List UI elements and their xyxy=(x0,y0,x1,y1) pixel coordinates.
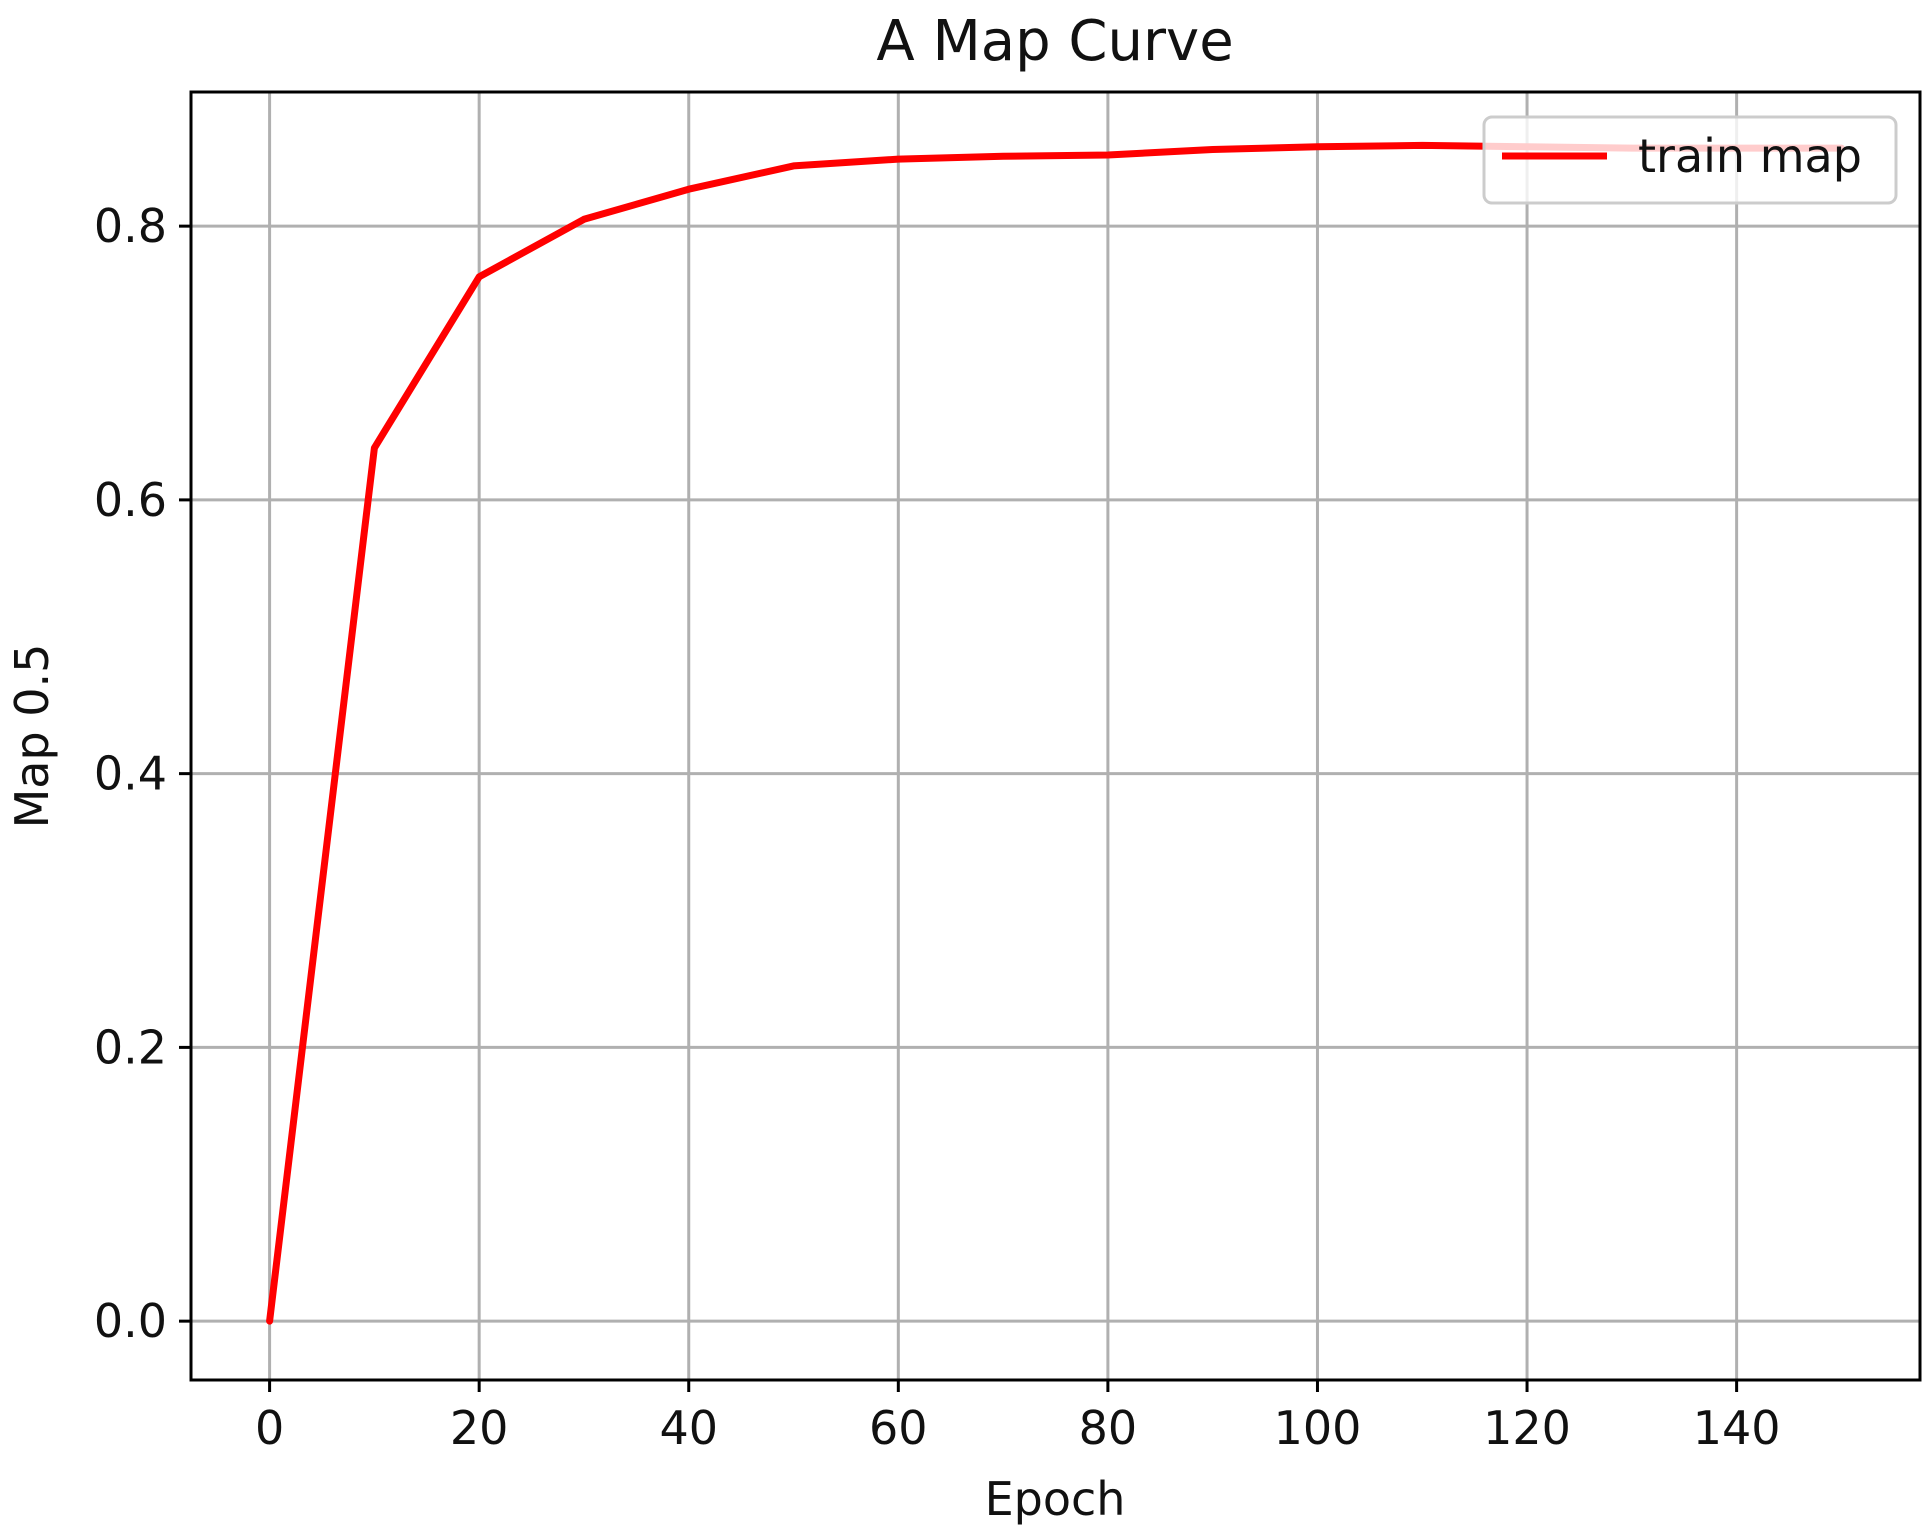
y-axis-label: Map 0.5 xyxy=(5,644,59,829)
grid xyxy=(191,92,1920,1380)
x-tick-label: 140 xyxy=(1693,1401,1781,1455)
x-tick-label: 100 xyxy=(1274,1401,1362,1455)
y-tick-label: 0.8 xyxy=(94,199,167,253)
y-tick-label: 0.4 xyxy=(94,747,167,801)
x-tick-label: 60 xyxy=(869,1401,928,1455)
legend-label-train-map: train map xyxy=(1638,129,1862,183)
x-axis-label: Epoch xyxy=(985,1472,1126,1526)
x-tick-label: 80 xyxy=(1079,1401,1138,1455)
legend-box xyxy=(1482,115,1898,205)
axis-ticks: 0 20 40 60 80 100 120 140 0.0 0.2 0.4 0.6 0.8 xyxy=(94,199,1781,1455)
x-tick-label: 0 xyxy=(255,1401,284,1455)
x-tick-label: 40 xyxy=(659,1401,718,1455)
y-tick-label: 0.0 xyxy=(94,1294,167,1348)
y-tick-label: 0.6 xyxy=(94,473,167,527)
chart-title: A Map Curve xyxy=(876,9,1233,74)
legend: train map xyxy=(1482,115,1898,205)
y-tick-label: 0.2 xyxy=(94,1020,167,1074)
x-tick-label: 120 xyxy=(1483,1401,1571,1455)
plot-area-frame xyxy=(189,90,1922,1382)
x-tick-label: 20 xyxy=(450,1401,509,1455)
